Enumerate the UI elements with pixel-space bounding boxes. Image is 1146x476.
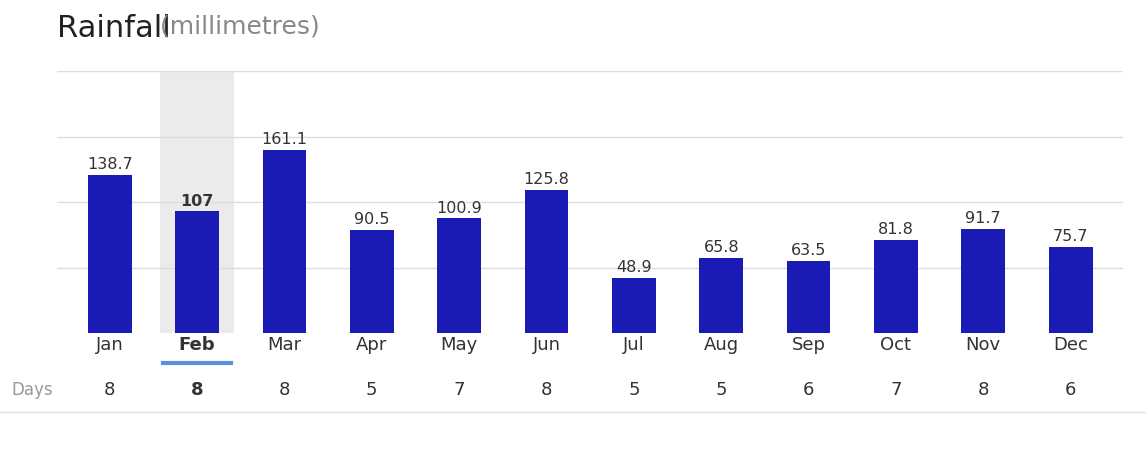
Text: 8: 8 [104, 381, 116, 399]
Text: 91.7: 91.7 [965, 211, 1002, 226]
Bar [262, 150, 306, 333]
Text: Nov: Nov [966, 336, 1000, 354]
Text: Jan: Jan [96, 336, 124, 354]
Text: 161.1: 161.1 [261, 132, 307, 147]
Text: 6: 6 [803, 381, 815, 399]
Text: 8: 8 [541, 381, 552, 399]
Text: 6: 6 [1065, 381, 1076, 399]
Text: Aug: Aug [704, 336, 739, 354]
Text: 8: 8 [190, 381, 203, 399]
Text: (millimetres): (millimetres) [152, 14, 320, 38]
Text: Dec: Dec [1053, 336, 1088, 354]
Bar [350, 230, 393, 333]
Text: Apr: Apr [356, 336, 387, 354]
Text: Sep: Sep [792, 336, 825, 354]
Text: Jul: Jul [623, 336, 645, 354]
Text: 75.7: 75.7 [1053, 229, 1089, 244]
Text: 138.7: 138.7 [87, 158, 133, 172]
Bar [438, 218, 481, 333]
Text: 90.5: 90.5 [354, 212, 390, 228]
Text: Feb: Feb [179, 336, 215, 354]
Text: Jun: Jun [533, 336, 560, 354]
Text: 5: 5 [715, 381, 727, 399]
Bar [612, 278, 656, 333]
Text: 63.5: 63.5 [791, 243, 826, 258]
Text: 65.8: 65.8 [704, 240, 739, 256]
Text: 7: 7 [454, 381, 465, 399]
Text: 125.8: 125.8 [524, 172, 570, 187]
Text: Oct: Oct [880, 336, 911, 354]
Bar [699, 258, 743, 333]
Text: 48.9: 48.9 [617, 260, 652, 275]
Bar [787, 261, 831, 333]
Text: Mar: Mar [267, 336, 301, 354]
Text: 8: 8 [978, 381, 989, 399]
Bar [175, 211, 219, 333]
Bar [874, 240, 918, 333]
Text: 100.9: 100.9 [437, 200, 482, 216]
Text: Rainfall: Rainfall [57, 14, 171, 43]
Bar [160, 71, 234, 333]
Text: 8: 8 [278, 381, 290, 399]
Text: May: May [440, 336, 478, 354]
Text: 5: 5 [366, 381, 377, 399]
Text: Days: Days [11, 381, 53, 399]
Text: 81.8: 81.8 [878, 222, 913, 237]
Text: 107: 107 [180, 194, 214, 208]
Text: 5: 5 [628, 381, 639, 399]
Bar [961, 229, 1005, 333]
Bar [1049, 247, 1092, 333]
Text: 7: 7 [890, 381, 902, 399]
Bar [525, 190, 568, 333]
Bar [88, 175, 132, 333]
